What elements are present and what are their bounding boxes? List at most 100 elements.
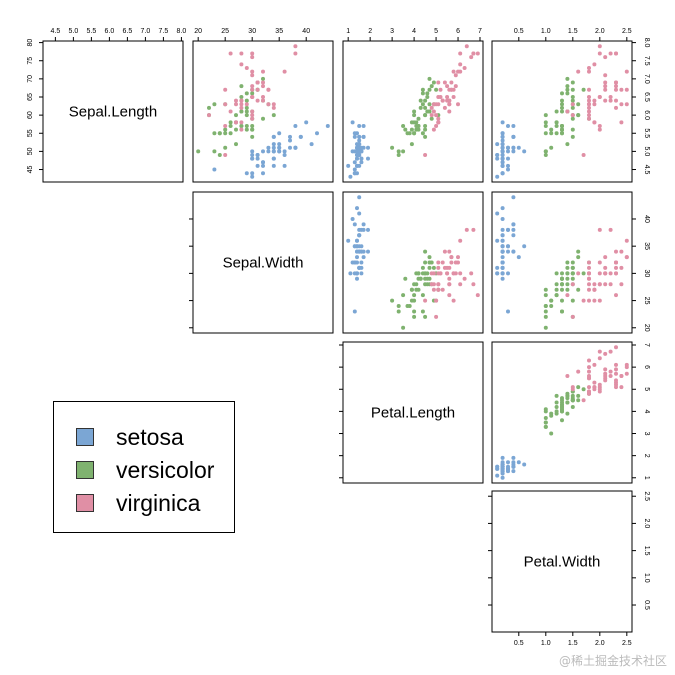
point-virginica-8-1-2 xyxy=(451,298,456,303)
left-tick-label-0-2: 55 xyxy=(27,129,34,137)
point-setosa-45-1-2 xyxy=(355,271,359,276)
point-versicolor-30-1-3 xyxy=(549,304,554,308)
point-virginica-32-0-3 xyxy=(608,98,613,103)
point-setosa-22-2-3 xyxy=(500,475,505,480)
point-virginica-19-1-2 xyxy=(434,314,439,319)
point-setosa-2-0-2 xyxy=(352,160,357,165)
point-setosa-23-1-2 xyxy=(361,255,366,260)
point-virginica-43-0-2 xyxy=(453,84,458,89)
point-virginica-10-1-3 xyxy=(597,260,602,265)
point-setosa-21-0-1 xyxy=(288,145,292,150)
point-virginica-39-0-3 xyxy=(603,80,608,85)
point-virginica-37-1-3 xyxy=(587,265,591,270)
point-virginica-7-0-3 xyxy=(587,66,591,70)
point-virginica-30-0-1 xyxy=(239,62,244,67)
point-versicolor-47-2-3 xyxy=(560,402,564,407)
point-setosa-47-0-2 xyxy=(355,163,359,168)
point-versicolor-20-1-2 xyxy=(429,260,434,265)
point-versicolor-37-0-3 xyxy=(560,102,564,107)
point-setosa-8-0-1 xyxy=(244,171,249,176)
point-virginica-21-0-3 xyxy=(597,127,602,132)
point-virginica-36-1-2 xyxy=(447,249,452,254)
point-versicolor-33-1-3 xyxy=(576,287,581,292)
point-versicolor-42-0-2 xyxy=(412,120,417,125)
point-virginica-38-2-3 xyxy=(587,391,591,396)
point-setosa-39-1-3 xyxy=(500,249,505,254)
point-virginica-32-1-2 xyxy=(447,282,452,287)
point-versicolor-27-1-3 xyxy=(581,271,586,276)
diagonal-label-Petal.Length: Petal.Length xyxy=(371,405,455,422)
point-virginica-22-2-3 xyxy=(597,349,602,354)
point-versicolor-23-0-1 xyxy=(239,109,244,114)
point-setosa-47-1-3 xyxy=(500,260,505,265)
point-setosa-47-0-3 xyxy=(500,163,505,168)
point-virginica-26-0-3 xyxy=(587,105,591,110)
point-virginica-13-0-2 xyxy=(434,124,439,128)
point-virginica-27-0-3 xyxy=(587,109,591,114)
point-versicolor-45-0-3 xyxy=(554,124,559,128)
point-virginica-4-2-3 xyxy=(608,369,613,374)
point-virginica-15-0-2 xyxy=(440,98,445,103)
point-versicolor-49-1-3 xyxy=(560,282,564,287)
point-virginica-44-1-3 xyxy=(624,255,629,260)
point-versicolor-27-0-3 xyxy=(581,87,586,92)
right-tick-label-0-1: 5.0 xyxy=(643,147,650,157)
point-virginica-13-0-1 xyxy=(223,124,228,128)
point-virginica-23-0-1 xyxy=(234,102,238,107)
point-versicolor-27-2-3 xyxy=(581,387,586,392)
point-virginica-34-0-1 xyxy=(228,109,233,114)
point-virginica-2-0-3 xyxy=(603,73,608,78)
point-setosa-17-0-1 xyxy=(277,145,282,150)
point-setosa-13-0-2 xyxy=(348,174,353,179)
point-virginica-45-1-3 xyxy=(614,271,618,276)
point-virginica-0-0-1 xyxy=(266,102,271,107)
point-virginica-33-0-1 xyxy=(239,102,244,107)
point-virginica-24-0-3 xyxy=(603,87,608,92)
point-setosa-13-1-3 xyxy=(495,271,500,276)
legend-item-versicolor: versicolor xyxy=(76,457,214,483)
point-setosa-45-0-1 xyxy=(250,156,255,161)
point-setosa-1-0-1 xyxy=(250,153,255,157)
point-virginica-48-0-3 xyxy=(614,105,618,110)
right-tick-label-1-1: 25 xyxy=(643,297,650,305)
point-setosa-13-1-2 xyxy=(348,271,353,276)
point-setosa-29-0-2 xyxy=(359,160,364,165)
point-virginica-47-2-3 xyxy=(597,382,602,387)
point-virginica-48-1-3 xyxy=(614,249,618,254)
point-virginica-14-2-3 xyxy=(619,385,624,390)
point-setosa-31-0-1 xyxy=(271,134,276,139)
point-setosa-31-0-2 xyxy=(357,134,362,139)
top-tick-label-2-4: 5 xyxy=(434,28,438,35)
point-setosa-20-0-2 xyxy=(361,134,366,139)
point-virginica-33-1-3 xyxy=(570,282,575,287)
point-virginica-18-0-2 xyxy=(475,51,480,56)
point-setosa-3-0-1 xyxy=(255,163,260,168)
point-virginica-5-2-3 xyxy=(603,351,608,356)
point-virginica-6-1-2 xyxy=(423,298,428,303)
point-virginica-44-1-2 xyxy=(449,255,454,260)
point-setosa-6-0-1 xyxy=(271,163,276,168)
point-versicolor-7-1-2 xyxy=(396,304,401,308)
point-versicolor-32-1-3 xyxy=(554,287,559,292)
point-setosa-49-1-2 xyxy=(355,255,359,260)
point-setosa-15-1-3 xyxy=(511,195,516,200)
point-versicolor-26-1-3 xyxy=(565,282,570,287)
point-virginica-22-1-3 xyxy=(597,282,602,287)
point-virginica-42-0-1 xyxy=(234,120,238,125)
point-versicolor-38-1-3 xyxy=(560,271,564,276)
point-versicolor-39-0-1 xyxy=(223,131,228,136)
point-virginica-40-1-2 xyxy=(447,265,452,270)
point-versicolor-47-1-2 xyxy=(418,276,423,281)
point-virginica-44-0-2 xyxy=(449,87,454,92)
point-versicolor-13-1-3 xyxy=(565,276,570,281)
point-setosa-46-1-3 xyxy=(500,227,505,232)
point-versicolor-45-0-1 xyxy=(250,124,255,128)
point-setosa-36-0-3 xyxy=(500,131,505,136)
point-setosa-38-1-3 xyxy=(500,271,505,276)
point-virginica-36-0-2 xyxy=(447,102,452,107)
point-versicolor-15-1-2 xyxy=(420,265,425,270)
point-virginica-25-1-3 xyxy=(587,260,591,265)
point-versicolor-31-1-2 xyxy=(405,304,410,308)
point-virginica-12-0-1 xyxy=(250,84,255,89)
point-versicolor-12-1-3 xyxy=(543,314,548,319)
